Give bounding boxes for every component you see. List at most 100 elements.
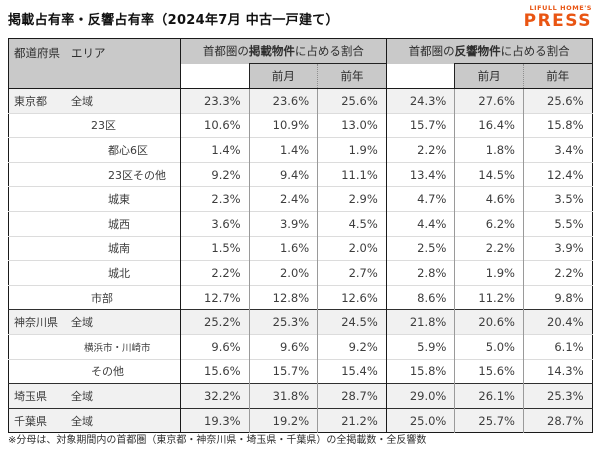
table-row: 都心6区 1.4% 1.4% 1.9% 2.2% 1.8% 3.4%: [8, 137, 593, 163]
value-cell: 14.3%: [522, 358, 593, 384]
value-cell: 13.4%: [385, 161, 455, 187]
area-label: 全域: [71, 316, 93, 330]
group2-emphasis: 反響物件: [454, 44, 501, 58]
value-cell: 19.2%: [248, 407, 318, 433]
table-row: 城西 3.6% 3.9% 4.5% 4.4% 6.2% 5.5%: [8, 210, 593, 237]
table-row: 埼玉県 全域 32.2% 31.8% 28.7% 29.0% 26.1% 25.3%: [8, 383, 593, 409]
value-cell: 25.2%: [180, 309, 250, 335]
listing-share-group-header: 首都圏の掲載物件に占める割合: [180, 38, 387, 64]
value-cell: 14.5%: [454, 161, 524, 187]
value-cell: 2.3%: [180, 186, 250, 212]
value-cell: 6.1%: [522, 333, 593, 360]
share-table: 都道府県 エリア 首都圏の掲載物件に占める割合 首都圏の反響物件に占める割合 前…: [8, 38, 593, 434]
value-cell: 9.8%: [522, 284, 593, 310]
value-cell: 5.0%: [454, 333, 524, 360]
value-cell: 20.4%: [522, 309, 593, 335]
value-cell: 12.4%: [522, 161, 593, 187]
value-cell: 2.5%: [385, 235, 455, 261]
value-cell: 28.7%: [522, 407, 593, 433]
value-cell: 12.8%: [248, 284, 318, 310]
value-cell: 15.4%: [317, 358, 387, 384]
row-label-cell: 城西: [8, 210, 181, 237]
value-cell: 9.4%: [248, 161, 318, 187]
area-label: 城西: [108, 217, 130, 231]
value-cell: 15.6%: [454, 358, 524, 384]
value-cell: 1.9%: [317, 137, 387, 163]
value-cell: 19.3%: [180, 407, 250, 433]
area-label: 23区その他: [108, 168, 166, 182]
value-cell: 27.6%: [454, 88, 524, 114]
value-cell: 25.6%: [522, 88, 593, 114]
current-month-subheader-empty: [385, 63, 455, 89]
logo-wordmark: PRESS: [523, 10, 592, 31]
response-share-group-header: 首都圏の反響物件に占める割合: [385, 38, 593, 64]
table-row: 東京都 全域 23.3% 23.6% 25.6% 24.3% 27.6% 25.6%: [8, 88, 593, 114]
logo-tagline: LIFULL HOME'S: [529, 4, 592, 12]
value-cell: 4.5%: [317, 210, 387, 237]
value-cell: 10.9%: [248, 112, 318, 138]
row-label-cell: 城北: [8, 260, 181, 286]
value-cell: 28.7%: [317, 383, 387, 409]
value-cell: 15.7%: [248, 358, 318, 384]
header-row-groups: 都道府県 エリア 首都圏の掲載物件に占める割合 首都圏の反響物件に占める割合: [8, 38, 593, 89]
area-label: 都心6区: [108, 143, 148, 157]
prev-month-subheader: 前月: [454, 63, 524, 89]
value-cell: 3.6%: [180, 210, 250, 237]
row-label-cell: 城東: [8, 186, 181, 212]
value-cell: 32.2%: [180, 383, 250, 409]
value-cell: 1.9%: [454, 260, 524, 286]
value-cell: 2.2%: [522, 260, 593, 286]
value-cell: 23.6%: [248, 88, 318, 114]
value-cell: 9.2%: [180, 161, 250, 187]
prefecture-label: 東京都: [14, 94, 47, 108]
row-label-cell: 23区: [8, 112, 181, 138]
group2-prefix: 首都圏の: [408, 44, 455, 58]
row-label-cell: 神奈川県 全域: [8, 309, 181, 335]
value-cell: 12.6%: [317, 284, 387, 310]
value-cell: 25.7%: [454, 407, 524, 433]
value-cell: 9.2%: [317, 333, 387, 360]
value-cell: 3.9%: [248, 210, 318, 237]
value-cell: 12.7%: [180, 284, 250, 310]
area-label: 23区: [91, 119, 116, 133]
value-cell: 15.6%: [180, 358, 250, 384]
prev-year-subheader: 前年: [522, 63, 593, 89]
corner-header-cell: 都道府県 エリア: [8, 38, 181, 89]
prefecture-label: 埼玉県: [14, 389, 47, 403]
table-row: 神奈川県 全域 25.2% 25.3% 24.5% 21.8% 20.6% 20.4%: [8, 309, 593, 335]
value-cell: 2.7%: [317, 260, 387, 286]
area-label: 全域: [71, 389, 93, 403]
area-label: 全域: [71, 94, 93, 108]
area-label: 全域: [71, 414, 93, 428]
value-cell: 16.4%: [454, 112, 524, 138]
value-cell: 13.0%: [317, 112, 387, 138]
value-cell: 4.7%: [385, 186, 455, 212]
row-label-cell: 23区その他: [8, 161, 181, 187]
area-label: その他: [91, 365, 124, 379]
value-cell: 2.0%: [248, 260, 318, 286]
table-row: 横浜市・川崎市 9.6% 9.6% 9.2% 5.9% 5.0% 6.1%: [8, 333, 593, 360]
value-cell: 1.5%: [180, 235, 250, 261]
value-cell: 5.5%: [522, 210, 593, 237]
value-cell: 25.0%: [385, 407, 455, 433]
value-cell: 2.0%: [317, 235, 387, 261]
value-cell: 21.2%: [317, 407, 387, 433]
table-row: 市部 12.7% 12.8% 12.6% 8.6% 11.2% 9.8%: [8, 284, 593, 310]
value-cell: 1.4%: [180, 137, 250, 163]
value-cell: 3.4%: [522, 137, 593, 163]
value-cell: 2.2%: [385, 137, 455, 163]
value-cell: 10.6%: [180, 112, 250, 138]
value-cell: 4.4%: [385, 210, 455, 237]
value-cell: 15.7%: [385, 112, 455, 138]
value-cell: 23.3%: [180, 88, 250, 114]
table-row: 23区 10.6% 10.9% 13.0% 15.7% 16.4% 15.8%: [8, 112, 593, 138]
table-row: その他 15.6% 15.7% 15.4% 15.8% 15.6% 14.3%: [8, 358, 593, 384]
table-row: 城南 1.5% 1.6% 2.0% 2.5% 2.2% 3.9%: [8, 235, 593, 261]
value-cell: 2.2%: [180, 260, 250, 286]
table-row: 城北 2.2% 2.0% 2.7% 2.8% 1.9% 2.2%: [8, 260, 593, 286]
prefecture-column-header: 都道府県: [14, 46, 60, 60]
area-label: 市部: [91, 291, 113, 305]
value-cell: 3.5%: [522, 186, 593, 212]
value-cell: 15.8%: [522, 112, 593, 138]
row-label-cell: 城南: [8, 235, 181, 261]
